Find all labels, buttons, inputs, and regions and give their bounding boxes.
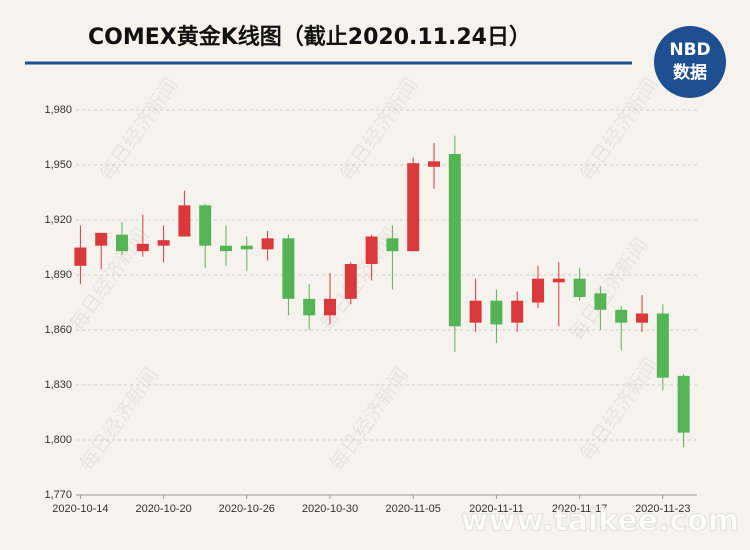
logo-top: NBD	[669, 40, 710, 60]
x-tick-label: 2020-11-23	[635, 503, 690, 515]
candle-body	[261, 238, 274, 250]
candle-body	[469, 300, 482, 323]
y-tick-label: 1,920	[44, 214, 72, 226]
x-tick-label: 2020-10-26	[219, 503, 275, 515]
candle-body	[448, 154, 461, 327]
logo-circle	[654, 26, 726, 98]
candle-body	[573, 278, 586, 297]
candle-body	[677, 375, 690, 433]
candle-body	[490, 300, 503, 325]
x-tick-label: 2020-10-30	[302, 503, 358, 515]
candle-body	[511, 300, 524, 323]
y-tick-label: 1,770	[44, 489, 72, 501]
candle-body	[116, 234, 128, 252]
candle-body	[428, 161, 440, 167]
y-tick-label: 1,860	[44, 324, 72, 336]
y-tick-label: 1,830	[44, 379, 72, 391]
x-tick-label: 2020-11-11	[469, 503, 524, 515]
candle-body	[324, 298, 336, 316]
x-tick-label: 2020-10-20	[135, 503, 191, 515]
candle-body	[74, 247, 87, 266]
candle-body	[594, 293, 607, 310]
candle-body	[303, 298, 316, 316]
candle-body	[199, 205, 212, 246]
y-tick-label: 1,980	[44, 104, 72, 116]
y-tick-label: 1,950	[44, 159, 72, 171]
candle-body	[282, 238, 295, 299]
candle-body	[157, 240, 170, 246]
site-watermark: www.taikee.com	[461, 504, 739, 539]
candle-body	[178, 205, 191, 237]
x-tick-label: 2020-11-17	[552, 503, 607, 515]
plot: 1,770 1,800 1,830 1,860 1,890 1,920 1,950 1,980…	[44, 104, 697, 515]
candle-body	[552, 278, 565, 283]
y-tick-label: 1,800	[44, 434, 72, 446]
candle-body	[136, 243, 149, 252]
chart-title: COMEX黄金K线图（截止2020.11.24日）	[88, 24, 531, 50]
y-tick-label: 1,890	[44, 269, 72, 281]
candle-body	[532, 278, 544, 303]
x-tick-label: 2020-11-05	[385, 503, 440, 515]
candle-body	[365, 236, 378, 264]
candle-body	[407, 163, 420, 252]
candle-body	[95, 232, 108, 246]
candle-body	[386, 238, 399, 252]
candle-body	[615, 309, 628, 323]
candle-body	[656, 313, 669, 378]
candle-body	[344, 264, 357, 299]
x-tick-label: 2020-10-14	[52, 503, 108, 515]
candle-body	[240, 245, 253, 250]
candle-body	[220, 245, 232, 252]
logo-bottom: 数据	[673, 62, 707, 83]
candle-body	[636, 313, 648, 323]
